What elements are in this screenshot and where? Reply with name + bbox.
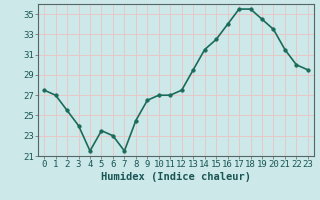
X-axis label: Humidex (Indice chaleur): Humidex (Indice chaleur) xyxy=(101,172,251,182)
